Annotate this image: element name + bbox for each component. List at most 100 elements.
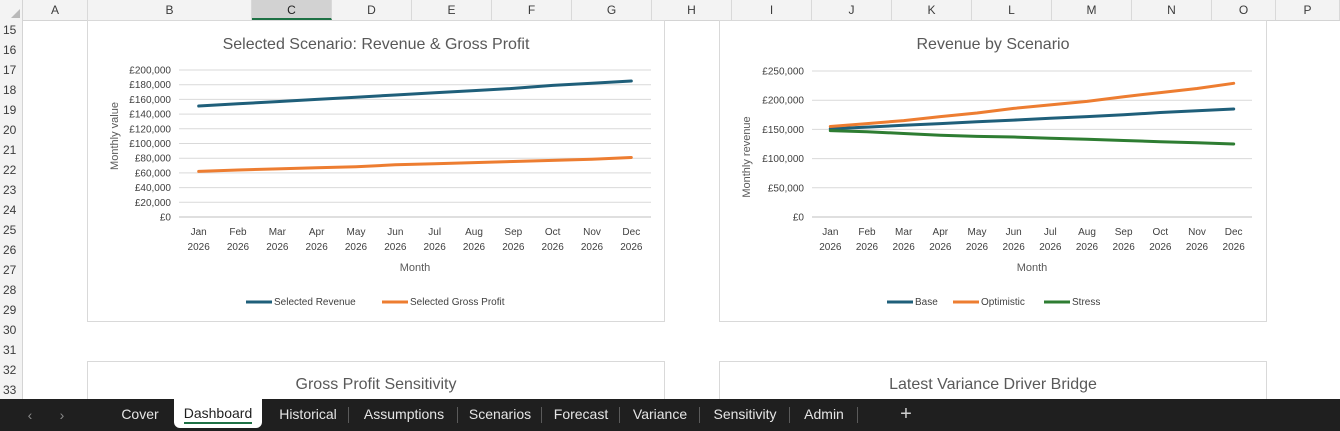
column-header-k[interactable]: K: [892, 0, 972, 20]
x-tick-label: 2026: [1186, 242, 1209, 253]
chart-selected-scenario-plot: Monthly value Month Selected Revenue Sel…: [109, 66, 651, 308]
x-tick-label: 2026: [819, 242, 842, 253]
x-tick-label: 2026: [424, 242, 447, 253]
row-header[interactable]: 25: [3, 223, 17, 237]
tab-assumptions[interactable]: Assumptions: [363, 406, 445, 422]
column-header-l[interactable]: L: [972, 0, 1052, 20]
x-tick-label: Mar: [269, 227, 287, 238]
series-line: [197, 156, 633, 173]
tab-historical[interactable]: Historical: [279, 406, 337, 422]
chart-title: Latest Variance Driver Bridge: [889, 376, 1097, 393]
row-header[interactable]: 20: [3, 123, 17, 137]
y-tick-label: £160,000: [129, 95, 171, 106]
tab-forecast[interactable]: Forecast: [553, 406, 609, 422]
row-header[interactable]: 28: [3, 283, 17, 297]
row-header[interactable]: 23: [3, 183, 17, 197]
tab-admin[interactable]: Admin: [804, 406, 844, 422]
y-tick-label: £140,000: [129, 110, 171, 121]
tab-sensitivity[interactable]: Sensitivity: [713, 406, 777, 422]
column-header-o[interactable]: O: [1212, 0, 1276, 20]
row-header[interactable]: 21: [3, 143, 17, 157]
series-line: [828, 129, 1236, 146]
add-sheet-button[interactable]: +: [900, 403, 912, 425]
y-tick-label: £200,000: [762, 96, 804, 107]
x-tick-label: Dec: [622, 227, 640, 238]
tab-separator: [789, 407, 790, 423]
row-header[interactable]: 32: [3, 363, 17, 377]
y-tick-label: £150,000: [762, 125, 804, 136]
y-tick-label: £180,000: [129, 80, 171, 91]
column-header-d[interactable]: D: [332, 0, 412, 20]
column-header-n[interactable]: N: [1132, 0, 1212, 20]
y-tick-label: £80,000: [135, 154, 172, 165]
y-axis-title: Monthly value: [109, 102, 121, 170]
x-tick-label: May: [347, 227, 366, 238]
row-header[interactable]: 27: [3, 263, 17, 277]
next-sheet-button[interactable]: ›: [59, 407, 65, 423]
x-tick-label: Nov: [1188, 227, 1206, 238]
x-tick-label: 2026: [929, 242, 952, 253]
column-header-e[interactable]: E: [412, 0, 492, 20]
chart-title: Selected Scenario: Revenue & Gross Profi…: [222, 36, 530, 53]
row-header[interactable]: 22: [3, 163, 17, 177]
x-tick-label: 2026: [1223, 242, 1246, 253]
select-all-corner[interactable]: [0, 0, 23, 20]
prev-sheet-button[interactable]: ‹: [27, 407, 33, 423]
y-tick-label: £50,000: [768, 183, 805, 194]
x-tick-label: 2026: [266, 242, 289, 253]
tab-separator: [857, 407, 858, 423]
row-header[interactable]: 17: [3, 63, 17, 77]
tab-cover[interactable]: Cover: [121, 406, 159, 422]
y-tick-label: £20,000: [135, 198, 172, 209]
x-tick-label: Jan: [191, 227, 207, 238]
tab-label: Dashboard: [183, 405, 253, 421]
x-tick-label: 2026: [1149, 242, 1172, 253]
x-tick-label: Sep: [1115, 227, 1133, 238]
row-header[interactable]: 19: [3, 103, 17, 117]
y-tick-label: £0: [160, 213, 172, 224]
x-tick-label: Oct: [1153, 227, 1169, 238]
column-header-b[interactable]: B: [88, 0, 252, 20]
x-tick-label: 2026: [1039, 242, 1062, 253]
column-header-h[interactable]: H: [652, 0, 732, 20]
column-header-i[interactable]: I: [732, 0, 812, 20]
row-header[interactable]: 16: [3, 43, 17, 57]
x-tick-label: Sep: [504, 227, 522, 238]
y-tick-label: £250,000: [762, 67, 804, 78]
tab-scenarios[interactable]: Scenarios: [468, 406, 532, 422]
x-tick-label: 2026: [542, 242, 565, 253]
x-tick-label: 2026: [384, 242, 407, 253]
legend-label: Optimistic: [981, 297, 1025, 308]
column-header-p[interactable]: P: [1276, 0, 1340, 20]
column-header-g[interactable]: G: [572, 0, 652, 20]
x-tick-label: May: [968, 227, 987, 238]
x-tick-label: 2026: [966, 242, 989, 253]
x-tick-label: Aug: [1078, 227, 1096, 238]
column-header-m[interactable]: M: [1052, 0, 1132, 20]
row-header[interactable]: 26: [3, 243, 17, 257]
series-line: [828, 81, 1236, 128]
x-tick-label: 2026: [306, 242, 329, 253]
chart-selected-scenario[interactable]: Selected Scenario: Revenue & Gross Profi…: [87, 20, 665, 322]
tab-separator: [541, 407, 542, 423]
row-header[interactable]: 29: [3, 303, 17, 317]
row-header[interactable]: 31: [3, 343, 17, 357]
x-tick-label: Apr: [933, 227, 949, 238]
row-header[interactable]: 33: [3, 383, 17, 397]
chart-revenue-by-scenario[interactable]: Revenue by Scenario Monthly revenue Mont…: [719, 20, 1267, 322]
y-tick-label: £200,000: [129, 66, 171, 77]
row-header[interactable]: 24: [3, 203, 17, 217]
column-header-f[interactable]: F: [492, 0, 572, 20]
tab-separator: [699, 407, 700, 423]
column-header-a[interactable]: A: [23, 0, 88, 20]
x-tick-label: Feb: [229, 227, 247, 238]
row-header[interactable]: 15: [3, 23, 17, 37]
tab-variance[interactable]: Variance: [632, 406, 688, 422]
tab-dashboard[interactable]: Dashboard: [174, 399, 262, 428]
x-tick-label: Jun: [1006, 227, 1022, 238]
row-header[interactable]: 30: [3, 323, 17, 337]
row-header[interactable]: 18: [3, 83, 17, 97]
tab-separator: [619, 407, 620, 423]
column-header-c[interactable]: C: [252, 0, 332, 20]
column-header-j[interactable]: J: [812, 0, 892, 20]
